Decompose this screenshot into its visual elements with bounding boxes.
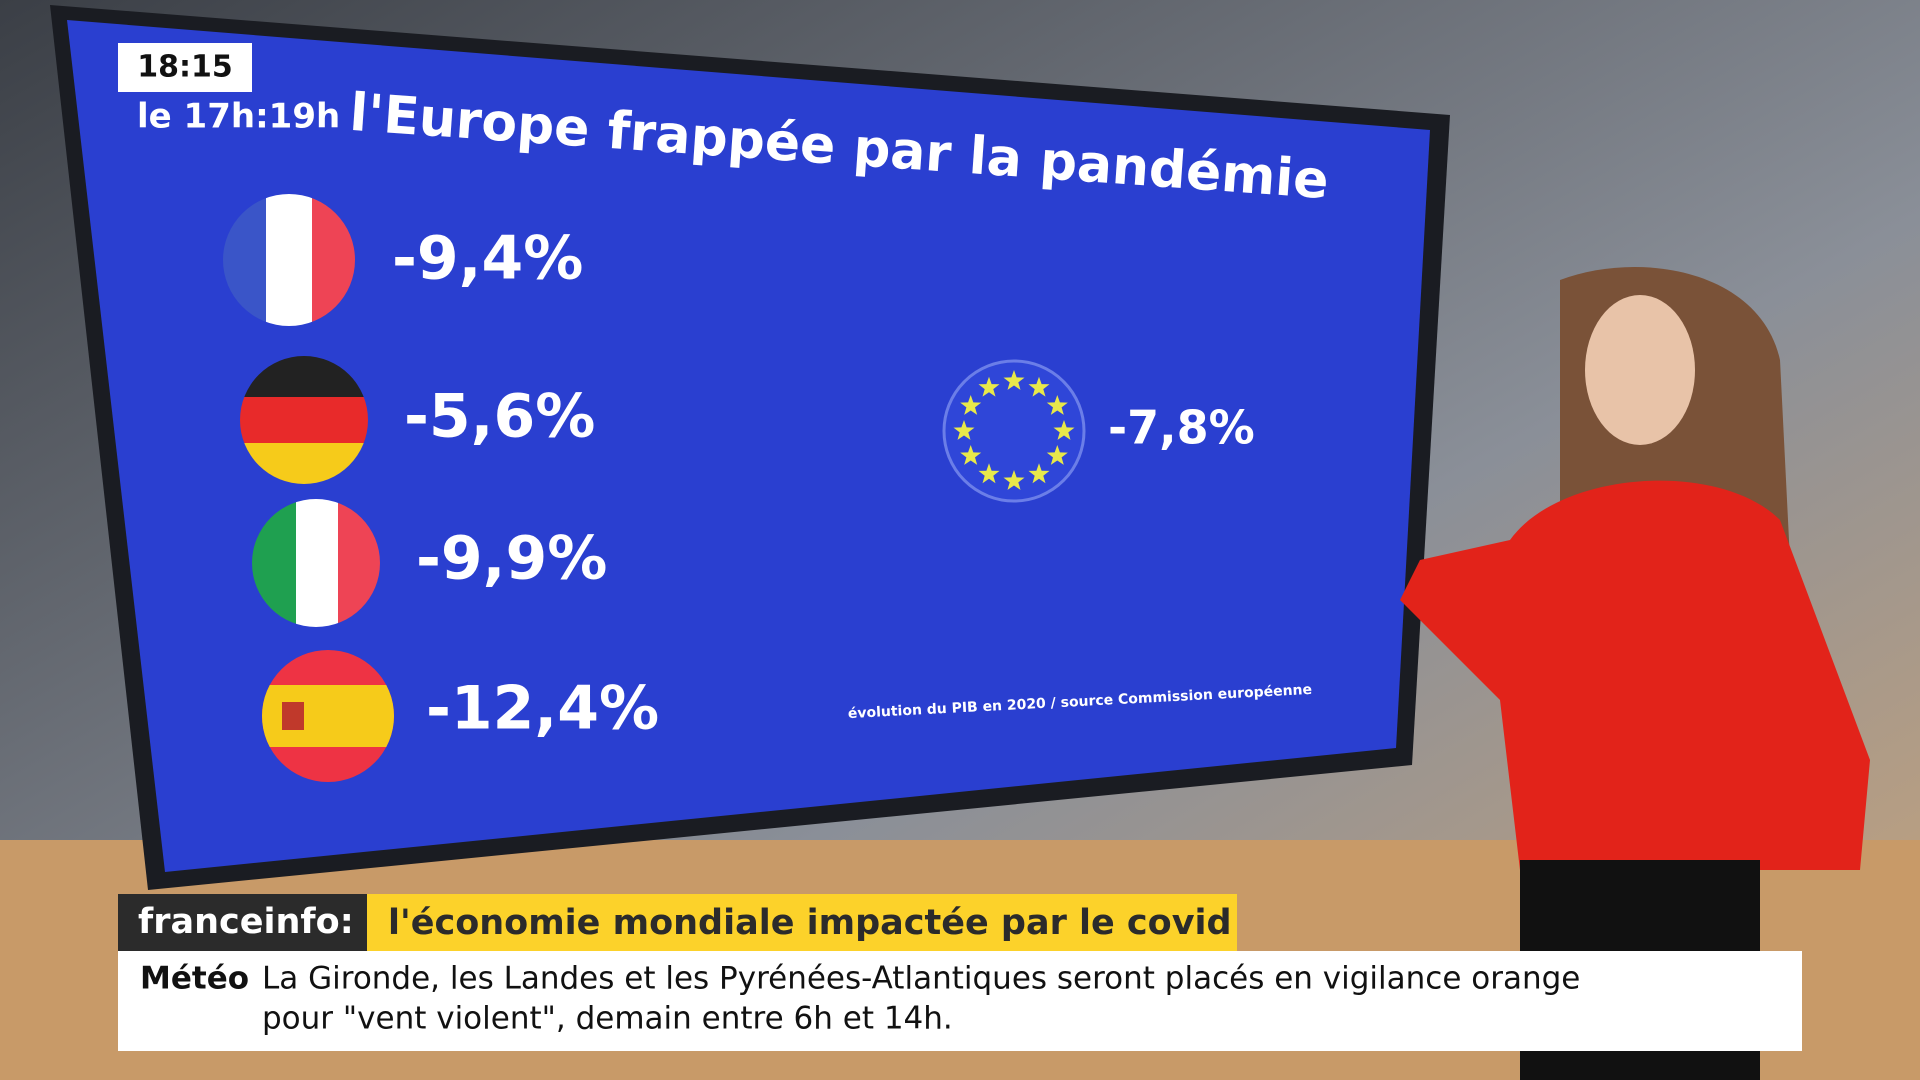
star: [1003, 370, 1025, 390]
eu-stars: [953, 370, 1075, 490]
value: -9,9%: [416, 524, 607, 594]
ticker-line: pour "vent violent", demain entre 6h et …: [262, 1001, 953, 1037]
brand: franceinfo:: [138, 902, 354, 942]
star: [1028, 376, 1050, 397]
star: [1028, 463, 1050, 484]
ticker-line: La Gironde, les Landes et les Pyrénées-A…: [262, 961, 1580, 997]
star: [1003, 470, 1025, 490]
ticker-box: [118, 951, 1802, 1051]
flag-france: [223, 194, 355, 326]
eu-flag: [942, 359, 1086, 503]
slot: le 17h:19h: [137, 97, 340, 137]
flag-spain: [262, 650, 394, 782]
value: -12,4%: [426, 674, 659, 744]
clock: 18:15: [137, 50, 233, 85]
eu-value: -7,8%: [1108, 401, 1255, 455]
star: [953, 420, 975, 440]
star: [960, 445, 982, 465]
star: [960, 395, 982, 415]
ticker-label: Météo: [140, 961, 249, 997]
star: [978, 376, 1000, 397]
headline: l'économie mondiale impactée par le covi…: [388, 903, 1232, 943]
star: [1046, 395, 1068, 415]
presenter: [1400, 266, 1870, 1080]
star: [1046, 445, 1068, 465]
value: -5,6%: [404, 382, 595, 452]
headline-box: [367, 894, 1237, 951]
clock-box: [118, 43, 252, 92]
brand-box: [118, 894, 367, 951]
star: [1053, 420, 1075, 440]
screen: [67, 20, 1430, 872]
star: [978, 463, 1000, 484]
value: -9,4%: [392, 224, 583, 294]
